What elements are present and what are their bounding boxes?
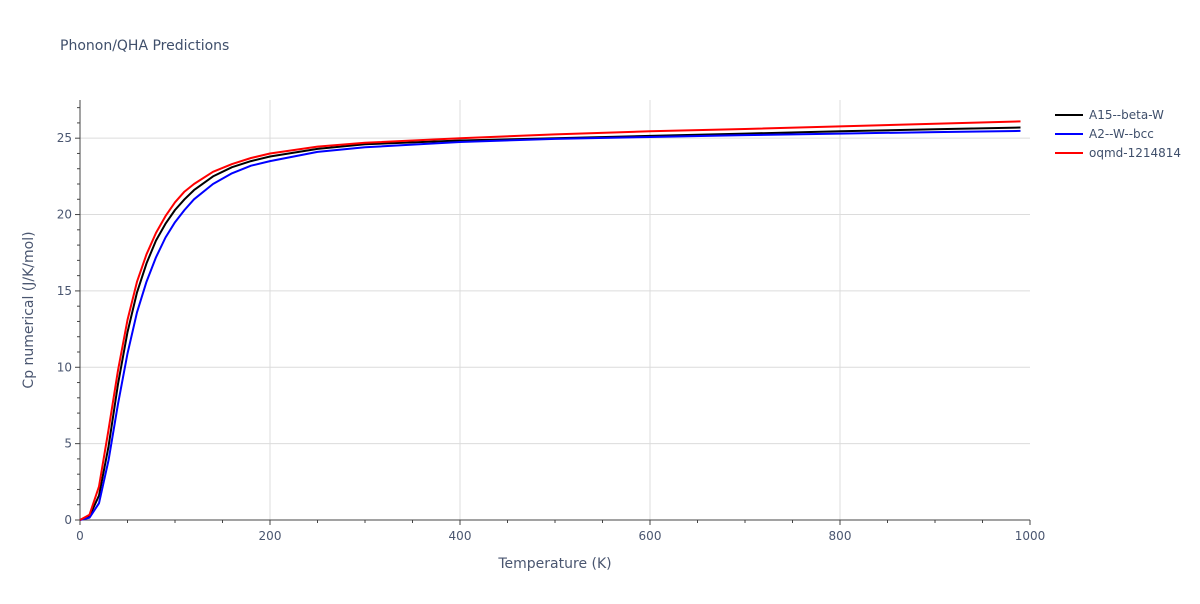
series-line-3 [79,120,1021,521]
x-axis-title: Temperature (K) [497,556,611,572]
legend-label: A2--W--bcc [1089,127,1154,141]
y-axis-title: Cp numerical (J/K/mol) [21,231,37,388]
x-tick-label: 400 [449,529,472,543]
series-layer [79,120,1021,521]
chart-title: Phonon/QHA Predictions [60,38,229,54]
x-tick-label: 800 [829,529,852,543]
legend-label: A15--beta-W [1089,108,1164,122]
legend-label: oqmd-1214814 [1089,146,1181,160]
y-tick-label: 0 [64,513,72,527]
y-tick-label: 25 [57,131,72,145]
y-tick-label: 20 [57,208,72,222]
grid-layer [80,100,1030,520]
x-tick-label: 600 [639,529,662,543]
x-tick-label: 0 [76,529,84,543]
legend-item-3[interactable]: oqmd-1214814 [1055,146,1181,160]
legend[interactable]: A15--beta-W A2--W--bcc oqmd-1214814 [1055,108,1181,160]
x-tick-label: 200 [259,529,282,543]
legend-item-2[interactable]: A2--W--bcc [1055,127,1154,141]
axis-layer: 0 5 10 15 20 25 0 200 400 600 800 1000 [57,100,1046,543]
x-tick-label: 1000 [1015,529,1046,543]
y-tick-label: 10 [57,360,72,374]
legend-item-1[interactable]: A15--beta-W [1055,108,1164,122]
y-tick-label: 5 [64,437,72,451]
series-line-2 [79,129,1021,521]
series-line-1 [79,126,1021,521]
y-tick-label: 15 [57,284,72,298]
